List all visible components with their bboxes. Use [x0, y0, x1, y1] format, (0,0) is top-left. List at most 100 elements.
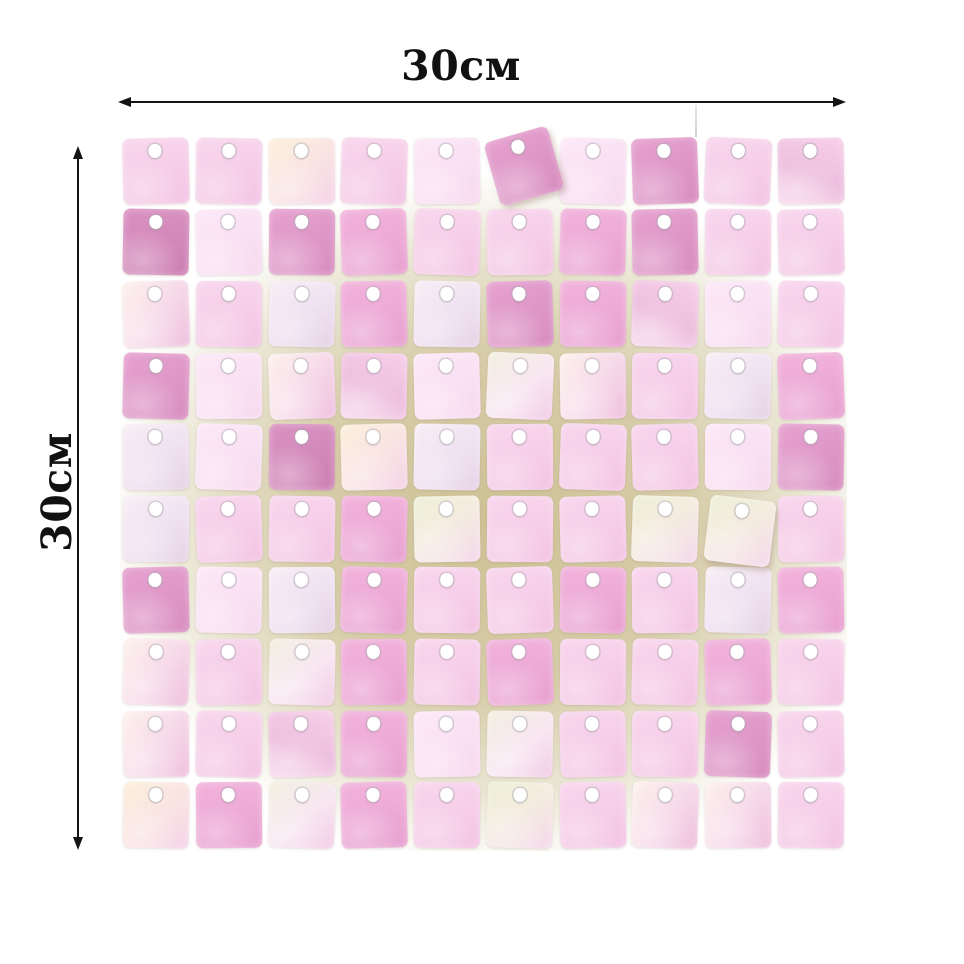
sequin-cell — [193, 565, 266, 637]
sequin-hole — [657, 143, 671, 159]
hanging-thread — [695, 105, 697, 137]
sequin — [486, 710, 554, 778]
sequin-hole — [731, 430, 745, 445]
sequin-cell — [702, 708, 775, 780]
sequin — [413, 351, 481, 420]
sequin — [267, 709, 336, 778]
sequin-cell — [411, 135, 484, 207]
sequin-hole — [585, 143, 600, 158]
sequin — [195, 781, 263, 849]
sequin-cell — [193, 493, 266, 565]
sequin — [340, 208, 409, 277]
sequin — [413, 638, 481, 706]
sequin-hole — [149, 215, 163, 230]
sequin — [194, 423, 264, 492]
sequin-cell — [629, 708, 702, 780]
sequin-cell — [483, 779, 556, 851]
sequin-hole — [803, 286, 818, 302]
sequin-hole — [734, 503, 750, 519]
sequin-cell — [556, 779, 629, 851]
sequin-hole — [294, 573, 308, 588]
sequin-hole — [585, 644, 599, 660]
sequin-hole — [295, 286, 309, 302]
sequin-cell — [702, 350, 775, 422]
sequin-cell — [411, 207, 484, 279]
sequin-hole — [222, 716, 236, 731]
sequin-hole — [730, 788, 744, 803]
sequin-hole — [512, 286, 526, 302]
sequin-hole — [149, 716, 163, 731]
sequin — [486, 209, 554, 276]
sequin-hole — [295, 644, 309, 660]
sequin-hole — [731, 143, 746, 159]
sequin — [703, 494, 777, 568]
sequin-cell — [265, 636, 338, 708]
sequin-hole — [440, 788, 454, 803]
sequin — [122, 208, 190, 276]
sequin — [486, 423, 554, 491]
sequin-hole — [221, 644, 235, 660]
sequin-cell — [774, 207, 847, 279]
sequin — [777, 781, 844, 849]
sequin — [777, 638, 844, 706]
sequin — [340, 494, 409, 563]
sequin-cell — [702, 207, 775, 279]
sequin — [195, 280, 263, 348]
sequin-cell — [265, 493, 338, 565]
sequin-cell — [483, 207, 556, 279]
sequin — [777, 423, 845, 491]
sequin-hole — [148, 286, 162, 302]
sequin-hole — [585, 286, 599, 302]
sequin — [122, 279, 191, 349]
sequin-cell — [483, 124, 565, 207]
sequin-hole — [584, 716, 599, 731]
sequin — [267, 638, 336, 706]
sequin — [631, 638, 700, 706]
sequin — [194, 494, 264, 563]
sequin-hole — [657, 430, 671, 445]
sequin-cell — [193, 636, 266, 708]
sequin-cell — [411, 636, 484, 708]
sequin — [559, 638, 626, 706]
sequin — [704, 280, 772, 348]
sequin-cell — [120, 207, 193, 279]
sequin-hole — [367, 573, 382, 588]
sequin — [122, 423, 190, 491]
sequin — [486, 495, 554, 563]
sequin — [341, 638, 408, 706]
sequin-cell — [265, 421, 338, 493]
sequin — [558, 136, 627, 205]
sequin-cell — [120, 278, 193, 350]
sequin-cell — [265, 779, 338, 851]
sequin — [122, 781, 190, 849]
sequin-hole — [366, 788, 381, 803]
sequin-cell — [774, 779, 847, 851]
sequin — [777, 280, 845, 348]
sequin — [123, 495, 190, 563]
sequin — [704, 781, 772, 849]
sequin-cell — [629, 207, 702, 279]
sequin-cell — [193, 708, 266, 780]
sequin-hole — [148, 573, 163, 588]
sequin-hole — [439, 358, 453, 373]
sequin-hole — [731, 716, 745, 731]
sequin — [776, 351, 845, 420]
sequin — [631, 136, 700, 205]
sequin-hole — [657, 215, 672, 230]
sequin-cell — [193, 278, 266, 350]
sequin-hole — [440, 215, 455, 230]
sequin — [558, 494, 627, 563]
sequin-cell — [193, 350, 266, 422]
sequin-cell — [702, 135, 775, 207]
sequin — [558, 566, 627, 634]
sequin-hole — [222, 143, 236, 158]
sequin-cell — [265, 565, 338, 637]
sequin-hole — [585, 429, 600, 445]
sequin-hole — [293, 358, 308, 373]
sequin-cell — [774, 421, 847, 493]
sequin-cell — [120, 135, 193, 207]
sequin-cell — [556, 278, 629, 350]
sequin-hole — [658, 286, 673, 302]
sequin-hole — [440, 430, 454, 445]
sequin — [340, 423, 409, 492]
